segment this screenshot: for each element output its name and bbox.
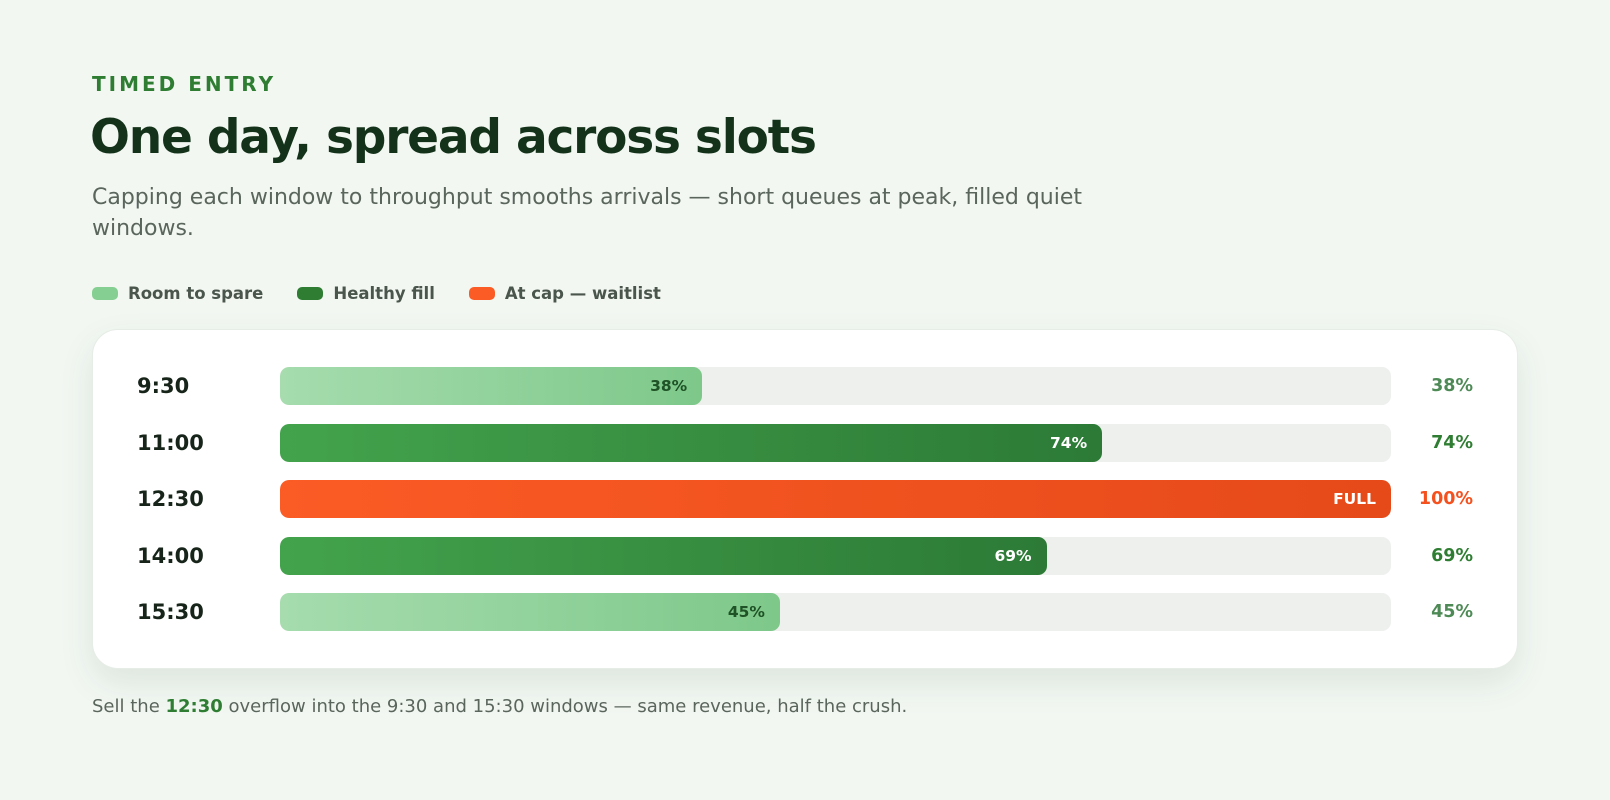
bar-fill-spare: 38% (280, 367, 703, 405)
footnote: Sell the 12:30 overflow into the 9:30 an… (92, 696, 907, 717)
bar-value-label: 45% (1431, 602, 1473, 622)
page-title: One day, spread across slots (90, 110, 817, 165)
chart-row: 9:30 38% 38% (93, 366, 1517, 406)
chart-legend: Room to spare Healthy fill At cap — wait… (92, 284, 661, 303)
legend-label: Room to spare (128, 284, 264, 303)
bar-fill-spare: 45% (280, 593, 780, 631)
footnote-text: overflow into the 9:30 and 15:30 windows… (222, 696, 908, 717)
legend-item-room-to-spare: Room to spare (92, 284, 263, 303)
chart-row: 14:00 69% 69% (93, 536, 1517, 576)
bar-data-label: 74% (1050, 433, 1088, 452)
bar-fill-cap: FULL (280, 480, 1391, 518)
bar-data-label: 38% (650, 377, 688, 395)
bar-value-label: 38% (1431, 376, 1473, 396)
bar-value-label: 69% (1431, 545, 1473, 566)
bar-track: FULL (280, 480, 1391, 518)
bar-value-label: 74% (1431, 432, 1473, 453)
bar-data-label: 45% (727, 603, 765, 621)
legend-swatch-cap (468, 287, 495, 300)
legend-item-healthy-fill: Healthy fill (297, 284, 435, 303)
legend-swatch-healthy (297, 287, 324, 300)
slot-time-label: 9:30 (137, 374, 190, 398)
footnote-highlight: 12:30 (165, 696, 223, 717)
legend-swatch-spare (92, 287, 118, 300)
chart-card: 9:30 38% 38% 11:00 74% 74% 12:30 FULL 100% 14:00 6… (92, 329, 1518, 669)
slot-time-label: 11:00 (137, 430, 204, 455)
bar-value-label: 100% (1418, 489, 1473, 509)
footnote-text: Sell the (92, 696, 166, 717)
bar-track: 69% (280, 536, 1391, 575)
legend-label: At cap — waitlist (504, 284, 661, 303)
chart-row: 15:30 45% 45% (93, 592, 1517, 632)
bar-track: 38% (280, 367, 1391, 405)
slot-time-label: 15:30 (137, 600, 204, 624)
chart-row: 11:00 74% 74% (93, 423, 1517, 463)
slot-time-label: 14:00 (137, 543, 204, 568)
chart-row: 12:30 FULL 100% (93, 479, 1517, 519)
bar-track: 74% (280, 423, 1391, 462)
eyebrow-label: TIMED ENTRY (92, 72, 277, 96)
bar-data-label: 69% (994, 546, 1032, 565)
page-subtitle: Capping each window to throughput smooth… (92, 185, 1083, 241)
bar-fill-healthy: 74% (280, 423, 1103, 462)
bar-data-label: FULL (1333, 490, 1376, 508)
bar-fill-healthy: 69% (280, 536, 1047, 575)
slot-time-label: 12:30 (137, 487, 204, 511)
bar-track: 45% (280, 593, 1391, 631)
legend-label: Healthy fill (333, 284, 435, 303)
legend-item-at-cap: At cap — waitlist (468, 284, 661, 303)
